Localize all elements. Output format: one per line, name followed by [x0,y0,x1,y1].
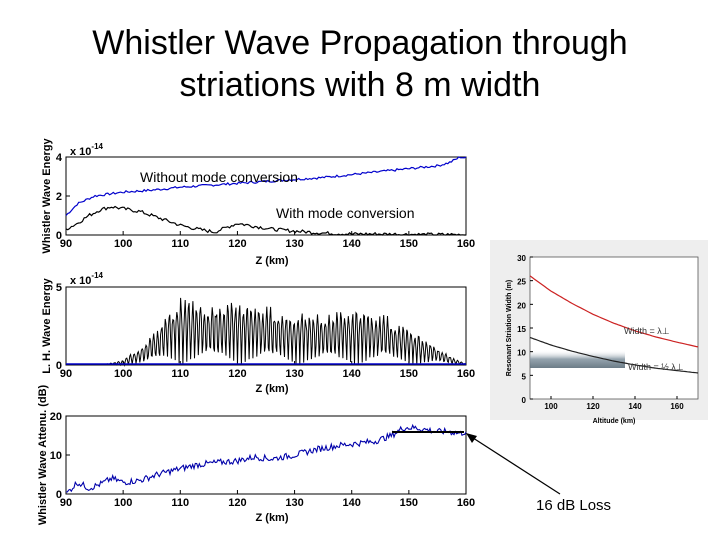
title-line-2: striations with 8 m width [179,66,541,104]
x-tick-label: 140 [343,368,361,380]
x-tick-label: 160 [457,497,475,509]
x-tick-label: 160 [457,368,475,380]
inset-xlabel: Altitude (km) [593,418,636,425]
x-tick-label: 100 [544,402,558,411]
y-tick-label: 20 [50,411,62,423]
x-tick-label: 160 [457,238,475,250]
x-tick-label: 140 [343,497,361,509]
series-line-1 [65,205,466,236]
x-tick-label: 120 [228,368,246,380]
x-tick-label: 120 [228,497,246,509]
y-tick-label: 2 [56,191,62,203]
panel1-scale-label: x 10-14 [70,142,104,158]
title-line-1: Whistler Wave Propagation through [92,24,628,62]
inset-ylabel: Resonant Striation Width (m) [506,280,513,376]
y-tick-label: 5 [56,282,62,294]
y-tick-label: 0 [522,396,527,405]
x-tick-label: 90 [60,238,72,250]
slide-title: Whistler Wave Propagation through striat… [0,22,720,106]
x-tick-label: 120 [586,402,600,411]
panel2-xlabel: Z (km) [256,383,289,395]
y-tick-label: 4 [56,152,63,164]
x-tick-label: 110 [171,497,189,509]
x-tick-label: 100 [114,238,132,250]
inset-legend-width-full: Width = λ⊥ [624,326,670,336]
loss-arrow [466,433,561,495]
y-tick-label: 0 [56,230,62,242]
loss-label: 16 dB Loss [536,497,612,514]
y-tick-label: 0 [56,360,62,372]
y-tick-label: 20 [517,301,526,310]
series-line-0 [66,423,467,493]
panel1-xlabel: Z (km) [256,255,289,267]
x-tick-label: 90 [60,497,72,509]
y-tick-label: 10 [50,450,62,462]
x-tick-label: 140 [628,402,642,411]
x-tick-label: 110 [171,368,189,380]
x-tick-label: 150 [400,368,418,380]
panel2-scale-label: x 10-14 [70,271,104,287]
y-tick-label: 10 [517,349,526,358]
x-tick-label: 130 [285,368,303,380]
inset-frame [529,256,699,400]
x-tick-label: 90 [60,368,72,380]
panel-attenuation: 90 100 110 120 130 140 150 160 0 10 20 Z (km) Whis… [37,384,475,525]
inset-legend-width-half: Width = ½ λ⊥ [628,362,684,372]
series-line-0 [529,275,699,348]
y-tick-label: 30 [517,254,526,263]
x-tick-label: 120 [228,238,246,250]
panel3-xlabel: Z (km) [256,512,289,524]
annotation-without-mode-conversion: Without mode conversion [140,169,298,185]
panel2-ylabel: L. H. Wave Energy [41,277,53,373]
y-tick-label: 5 [522,372,527,381]
x-tick-label: 110 [171,238,189,250]
panel3-ylabel: Whistler Wave Attenu. (dB) [37,384,49,525]
panel-lh-energy: 90 100 110 120 130 140 150 160 0 5 x 10-14 Z (km)… [41,271,475,395]
y-tick-label: 0 [56,489,62,501]
x-tick-label: 160 [670,402,684,411]
panel3-frame [65,415,467,495]
series-line-1 [529,336,699,374]
series-line-0 [65,156,467,216]
panel-whistler-energy: 90 100 110 120 130 140 150 160 0 2 4 x 10-14 Z (km… [41,138,475,267]
x-tick-label: 130 [285,497,303,509]
x-tick-label: 150 [400,238,418,250]
x-tick-label: 130 [285,238,303,250]
envelope-line [66,297,467,367]
panel-inset-striation-width: 100 120 140 160 0 5 10 15 20 25 30 Width = λ⊥ Widt… [490,240,708,425]
inset-shaded-region [530,350,625,368]
x-tick-label: 150 [400,497,418,509]
y-tick-label: 15 [517,325,526,334]
y-tick-label: 25 [517,278,526,287]
x-tick-label: 140 [343,238,361,250]
annotation-with-mode-conversion: With mode conversion [276,205,415,221]
x-tick-label: 100 [114,497,132,509]
x-tick-label: 100 [114,368,132,380]
panel1-ylabel: Whistler Wave Energy [41,138,53,254]
